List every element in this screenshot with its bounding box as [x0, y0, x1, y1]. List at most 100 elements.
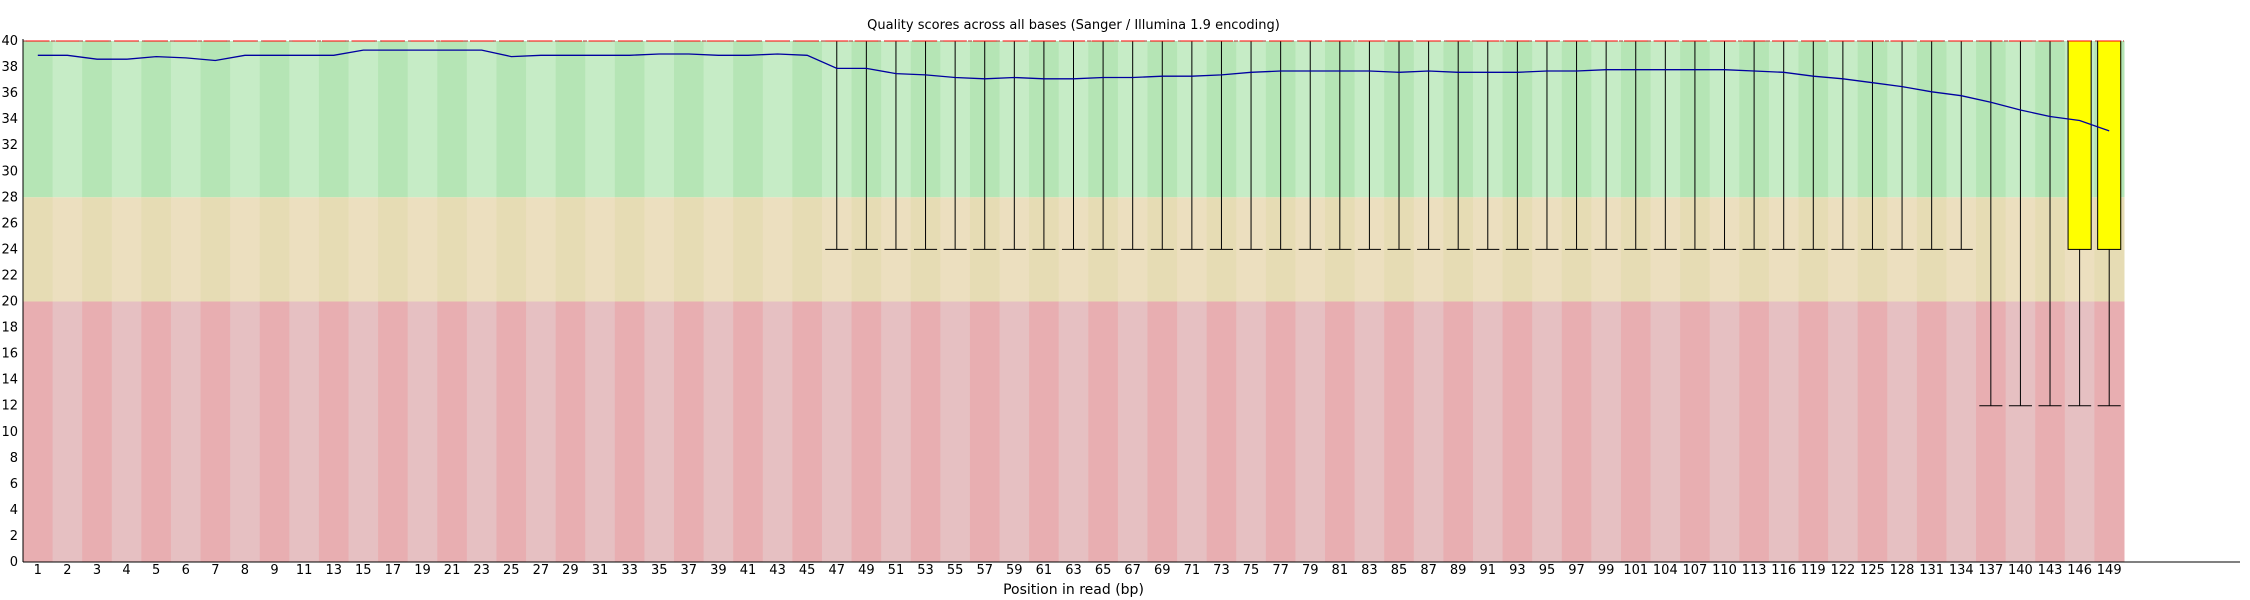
- box-item: [943, 40, 967, 250]
- x-tick-label: 6: [182, 563, 190, 578]
- y-tick-label: 2: [10, 529, 18, 544]
- band-cell: [1620, 301, 1652, 562]
- y-tick-label: 22: [1, 268, 18, 283]
- band-cell: [644, 41, 675, 198]
- x-tick-label: 35: [651, 563, 668, 578]
- band-cell: [289, 41, 320, 198]
- band-cell: [881, 301, 912, 562]
- band-cell: [1709, 301, 1740, 562]
- y-tick-label: 14: [1, 373, 18, 388]
- x-tick-label: 85: [1391, 563, 1408, 578]
- band-cell: [792, 41, 823, 198]
- box-item: [1209, 40, 1233, 250]
- band-cell: [762, 41, 793, 198]
- band-cell: [82, 41, 113, 198]
- box-item: [2008, 40, 2032, 407]
- band-cell: [466, 197, 497, 302]
- x-tick-label: 17: [385, 563, 402, 578]
- band-cell: [526, 197, 557, 302]
- band-cell: [1472, 301, 1504, 562]
- box-item: [825, 40, 849, 250]
- y-tick-label: 12: [1, 399, 18, 414]
- band-cell: [111, 197, 142, 302]
- chart-title: Quality scores across all bases (Sanger …: [867, 18, 1280, 33]
- band-cell: [23, 41, 54, 198]
- band-cell: [141, 41, 172, 198]
- band-cell: [1354, 301, 1385, 562]
- box-item: [1446, 40, 1470, 250]
- x-tick-label: 81: [1332, 563, 1349, 578]
- x-tick-label: 125: [1860, 563, 1885, 578]
- x-tick-label: 140: [2008, 563, 2033, 578]
- band-cell: [1029, 301, 1060, 562]
- x-tick-label: 97: [1568, 563, 1585, 578]
- band-cell: [1680, 301, 1711, 562]
- x-tick-label: 47: [828, 563, 845, 578]
- band-cell: [1768, 301, 1799, 562]
- box-item: [1831, 40, 1855, 250]
- x-tick-label: 45: [799, 563, 816, 578]
- box-item: [1505, 40, 1529, 250]
- y-tick-label: 10: [1, 425, 18, 440]
- band-cell: [466, 41, 497, 198]
- band-cell: [141, 197, 172, 302]
- band-cell: [23, 301, 54, 562]
- x-tick-label: 27: [533, 563, 550, 578]
- x-tick-label: 79: [1302, 563, 1319, 578]
- band-cell: [1532, 301, 1563, 562]
- box-item: [973, 40, 997, 250]
- x-tick-label: 49: [858, 563, 875, 578]
- x-tick-label: 134: [1949, 563, 1974, 578]
- quality-bands: [23, 41, 2125, 562]
- x-tick-label: 137: [1978, 563, 2003, 578]
- y-tick-label: 24: [1, 242, 18, 257]
- x-tick-label: 3: [93, 563, 101, 578]
- band-cell: [999, 301, 1030, 562]
- x-tick-label: 53: [917, 563, 934, 578]
- quartile-box: [2097, 40, 2122, 250]
- band-cell: [674, 41, 705, 198]
- x-tick-label: 93: [1509, 563, 1526, 578]
- x-tick-label: 77: [1272, 563, 1289, 578]
- band-cell: [170, 41, 202, 198]
- band-cell: [1916, 301, 1947, 562]
- band-cell: [526, 301, 557, 562]
- band-cell: [200, 301, 231, 562]
- box-item: [1387, 40, 1411, 250]
- band-cell: [82, 197, 113, 302]
- band-cell: [703, 41, 734, 198]
- y-tick-label: 34: [1, 112, 18, 127]
- x-tick-label: 146: [2067, 563, 2092, 578]
- x-tick-label: 7: [211, 563, 219, 578]
- x-tick-label: 31: [592, 563, 609, 578]
- band-cell: [1798, 301, 1829, 562]
- box-item: [1890, 40, 1914, 250]
- band-cell: [348, 41, 379, 198]
- band-cell: [200, 41, 231, 198]
- band-cell: [378, 197, 409, 302]
- band-cell: [230, 197, 261, 302]
- band-cell: [407, 197, 438, 302]
- box-item: [1772, 40, 1796, 250]
- band-cell: [733, 41, 764, 198]
- band-cell: [1502, 301, 1533, 562]
- x-tick-label: 131: [1919, 563, 1944, 578]
- x-tick-label: 57: [976, 563, 993, 578]
- band-cell: [1650, 301, 1681, 562]
- x-tick-label: 65: [1095, 563, 1112, 578]
- band-cell: [496, 197, 527, 302]
- x-tick-label: 13: [325, 563, 342, 578]
- band-cell: [1088, 301, 1119, 562]
- x-tick-label: 69: [1154, 563, 1171, 578]
- y-tick-label: 32: [1, 138, 18, 153]
- y-tick-label: 0: [10, 555, 18, 570]
- x-tick-label: 1: [34, 563, 42, 578]
- x-tick-label: 15: [355, 563, 372, 578]
- box-item: [1920, 40, 1944, 250]
- band-cell: [940, 301, 971, 562]
- x-tick-label: 37: [681, 563, 698, 578]
- band-cell: [555, 301, 586, 562]
- band-cell: [1058, 301, 1089, 562]
- x-axis-label: Position in read (bp): [1003, 582, 1144, 598]
